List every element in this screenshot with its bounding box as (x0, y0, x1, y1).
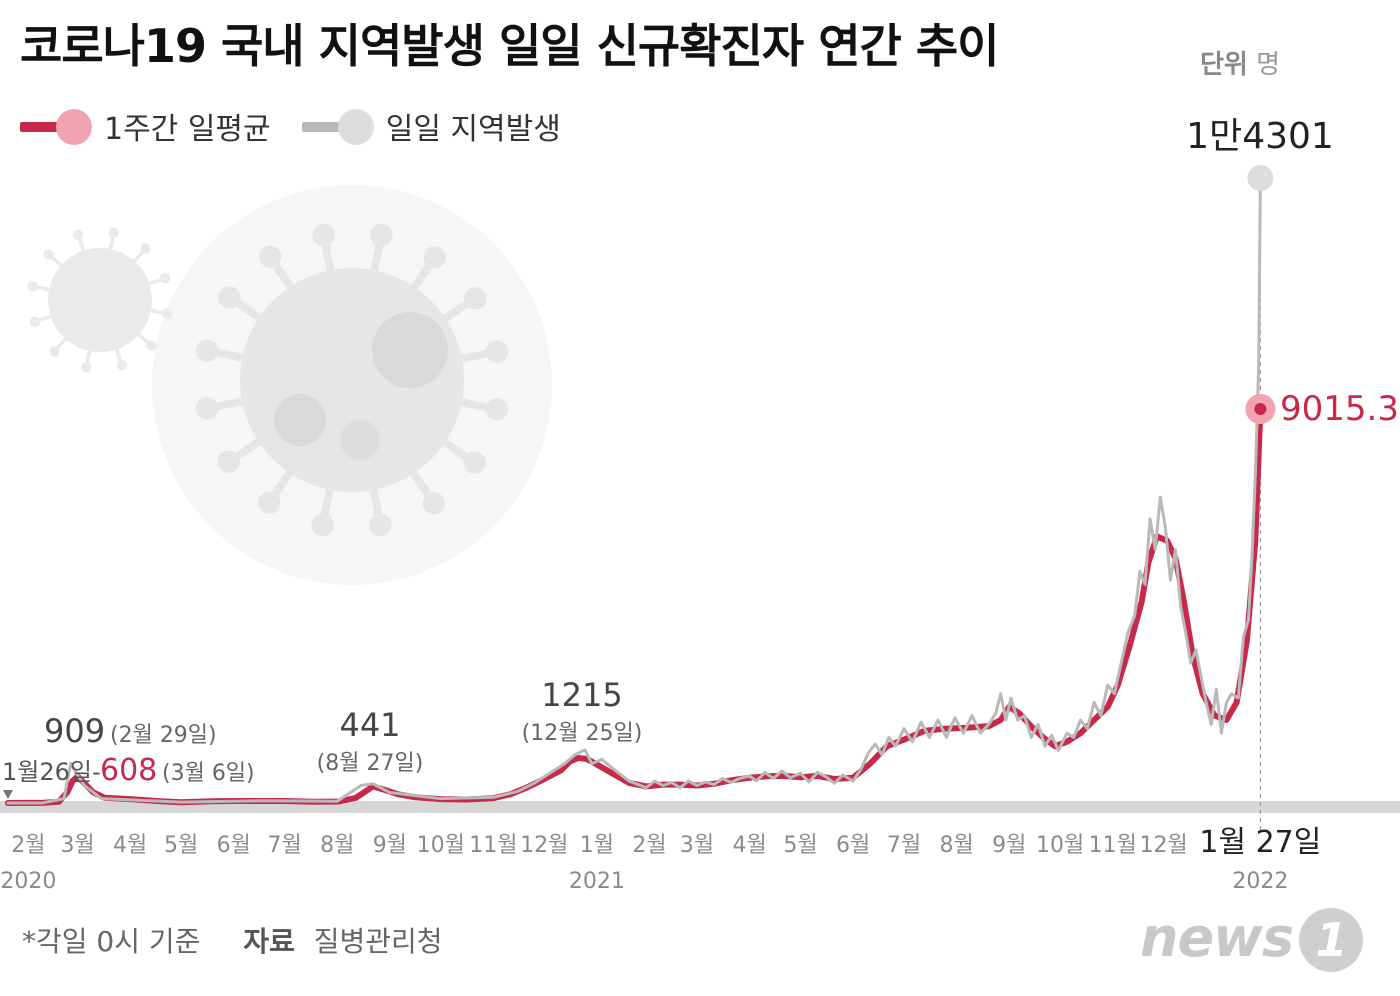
virus-spike-tip (29, 316, 41, 328)
x-tick-label: 12월 (1140, 833, 1188, 858)
peak-dot-weekly-avg-core (1254, 403, 1267, 416)
virus-spike-tip (312, 223, 335, 247)
virus-spike-tip (195, 397, 219, 420)
virus-spike-tip (116, 359, 128, 371)
unit-note: 단위 명 (1200, 44, 1280, 81)
footer: *각일 0시 기준 자료 질병관리청 (22, 920, 443, 960)
x-tick-label: 5월 (164, 833, 198, 858)
legend-label-daily: 일일 지역발생 (385, 112, 561, 147)
x-tick-label: 1월 27일 (1199, 825, 1321, 860)
virus-spike-tip (108, 227, 119, 238)
x-tick-label: 9월 (373, 833, 407, 858)
virus-spike-tip (72, 229, 84, 241)
chart-baseline (0, 801, 1400, 813)
x-tick-label: 7월 (267, 833, 301, 858)
virus-spike-tip (195, 339, 219, 362)
x-tick-year: 2020 (0, 869, 56, 894)
legend-item-daily: 일일 지역발생 (301, 104, 561, 148)
virus-spike-tip (27, 281, 38, 292)
x-tick-label: 8월 (320, 833, 354, 858)
x-tick-label: 9월 (992, 833, 1026, 858)
x-tick-label: 11월 (469, 833, 517, 858)
x-tick-label: 3월 (680, 833, 714, 858)
x-tick-label: 6월 (836, 833, 870, 858)
virus-spot (274, 394, 326, 446)
virus-spike-tip (423, 246, 446, 269)
virus-spike-tip (162, 308, 173, 319)
legend-item-weekly-avg: 1주간 일평균 (20, 104, 271, 148)
x-tick-label: 12월 (520, 833, 568, 858)
unit-value: 명 (1256, 50, 1281, 80)
source-label: 자료 (243, 925, 295, 958)
x-tick-label: 3월 (60, 833, 94, 858)
legend-label-weekly-avg: 1주간 일평균 (104, 112, 271, 147)
virus-illustration (27, 185, 552, 585)
x-tick-label: 5월 (783, 833, 817, 858)
annotation-peak-daily: 1만4301 (1186, 116, 1334, 157)
virus-spike-tip (43, 249, 54, 260)
peak-dot-daily (1247, 165, 1274, 191)
annotation-608-date: (3월 6일) (162, 761, 255, 786)
source-text: 질병관리청 (313, 925, 443, 958)
x-tick-label: 4월 (113, 833, 147, 858)
virus-spot (372, 312, 448, 388)
start-marker (3, 790, 13, 799)
virus-spot (340, 420, 380, 460)
virus-spike-tip (81, 362, 92, 373)
legend-swatch-daily (301, 106, 374, 146)
x-tick-label: 11월 (1089, 833, 1137, 858)
x-tick-label: 7월 (887, 833, 921, 858)
virus-spike-tip (258, 491, 281, 514)
x-tick-label: 6월 (217, 833, 251, 858)
logo-text: news (1140, 906, 1294, 969)
legend-swatch-weekly-avg (20, 106, 92, 146)
virus-spike-tip (311, 513, 334, 537)
x-tick-label: 8월 (939, 833, 973, 858)
x-tick-label: 10월 (1036, 833, 1084, 858)
annotation-1215: 1215 (541, 676, 622, 714)
chart-title: 코로나19 국내 지역발생 일일 신규확진자 연간 추이 (20, 19, 1000, 73)
annotation-441: 441 (339, 706, 400, 744)
annotation-441-date: (8월 27일) (317, 751, 424, 776)
virus-spike-tip (464, 287, 487, 310)
virus-spike-tip (485, 340, 509, 363)
virus-spike-tip (217, 450, 240, 473)
virus-spike-tip (259, 245, 282, 268)
virus-body (48, 248, 152, 352)
virus-spike-tip (463, 451, 486, 474)
annotation-909-date: (2월 29일) (110, 723, 217, 748)
x-tick-year: 2022 (1232, 869, 1288, 894)
legend: 1주간 일평균 일일 지역발생 (20, 104, 587, 148)
annotation-peak-weekly-avg: 9015.3 (1280, 389, 1399, 429)
virus-spike-tip (369, 513, 392, 537)
virus-spike-tip (370, 223, 393, 247)
news1-logo: news 1 (1140, 906, 1364, 972)
logo-mark: 1 (1299, 908, 1364, 972)
x-tick-year: 2021 (569, 869, 625, 894)
annotation-909: 909 (44, 712, 105, 750)
annotation-1215-date: (12월 25일) (522, 721, 643, 746)
unit-label: 단위 (1200, 50, 1248, 80)
virus-spike-tip (146, 340, 157, 351)
x-tick-label: 2월 (11, 833, 45, 858)
virus-spike-tip (422, 492, 445, 515)
annotation-608: 608 (100, 753, 157, 788)
x-tick-label: 1월 (580, 833, 614, 858)
footnote: *각일 0시 기준 (22, 925, 201, 958)
x-tick-label: 2월 (632, 833, 666, 858)
series-line-daily (6, 176, 1262, 805)
x-tick-label: 10월 (417, 833, 465, 858)
virus-spike-tip (49, 346, 60, 357)
annotation-608-prefix: 1월26일- (2, 758, 101, 786)
virus-spike-tip (159, 272, 171, 284)
virus-spike-tip (140, 243, 151, 254)
virus-spike-tip (485, 398, 509, 421)
x-tick-label: 4월 (732, 833, 766, 858)
virus-spike-tip (218, 286, 241, 309)
